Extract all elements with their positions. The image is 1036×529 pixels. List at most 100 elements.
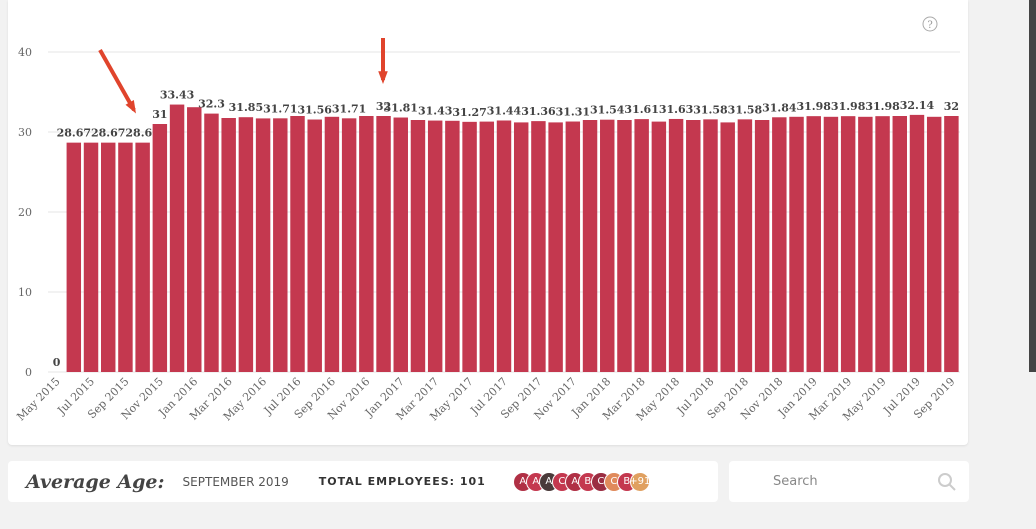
bar [565, 121, 581, 373]
help-icon[interactable] [922, 16, 938, 32]
bar [479, 121, 495, 372]
bar [617, 120, 632, 372]
bar [600, 119, 615, 373]
x-tick-label: May 2015 [14, 375, 62, 423]
chart-card: ? 0 10 20 30 40 May 2015 0 28.67 Jul 2015 28.67 Se… [8, 0, 968, 445]
y-tick-label: 10 [18, 286, 32, 299]
value-label: 31.31 [556, 106, 590, 119]
value-label: 32.3 [198, 98, 225, 111]
bar [66, 142, 82, 372]
bar [686, 120, 701, 372]
bar [359, 116, 374, 372]
bar [204, 113, 219, 372]
bar [376, 116, 391, 372]
bar [772, 117, 787, 372]
bar [892, 116, 908, 372]
bar [462, 121, 477, 372]
value-label: 31.61 [624, 103, 658, 116]
value-label: 32 [376, 100, 391, 113]
annotation-arrowhead [378, 71, 388, 84]
value-label: 31.81 [384, 102, 418, 115]
avatars: A A A C A B C C B +91 [512, 471, 650, 492]
value-label: 32 [944, 100, 959, 113]
bar [926, 116, 942, 372]
bar [909, 114, 925, 372]
bar [290, 116, 305, 372]
bar [238, 117, 254, 372]
value-label: 28.67 [57, 127, 91, 140]
help-text[interactable]: ? [927, 20, 932, 31]
bar [582, 120, 598, 372]
bar [634, 119, 649, 373]
summary-bar: Average Age: SEPTEMBER 2019 TOTAL EMPLOY… [8, 461, 718, 502]
value-label: 28.67 [125, 127, 159, 140]
bar [273, 118, 288, 372]
value-label: 31.85 [229, 101, 263, 114]
bar [754, 120, 770, 372]
bar [651, 121, 667, 372]
bar [169, 104, 185, 372]
bar [445, 120, 460, 372]
y-tick-label: 40 [18, 46, 32, 59]
value-label: 31.98 [865, 100, 900, 113]
bar [806, 116, 821, 372]
bar [720, 122, 735, 373]
bar [135, 142, 150, 372]
value-label: 31.58 [728, 103, 763, 116]
bar [324, 116, 340, 372]
bar [427, 120, 443, 372]
bar [187, 107, 202, 372]
bar [410, 120, 426, 372]
search-icon[interactable] [937, 472, 957, 492]
bar [858, 116, 873, 372]
value-label: 31.84 [762, 101, 797, 114]
y-tick-label: 0 [25, 366, 32, 379]
scrollbar[interactable] [1029, 0, 1036, 372]
value-label: 31.54 [590, 104, 625, 117]
search-placeholder[interactable]: Search [773, 474, 818, 489]
bar [100, 142, 116, 372]
value-label: 31.56 [297, 104, 332, 117]
bar [255, 118, 271, 373]
bar [307, 119, 322, 373]
bar [531, 121, 546, 373]
bar [668, 118, 684, 373]
bar [496, 120, 512, 372]
value-label: 31.63 [659, 103, 693, 116]
bar [737, 119, 753, 372]
value-label: 31.98 [797, 100, 832, 113]
search-box[interactable]: Search [729, 461, 969, 502]
bar [393, 117, 408, 373]
y-tick-label: 30 [18, 126, 32, 139]
annotation-arrow [98, 49, 136, 111]
value-label: 31.36 [521, 105, 556, 118]
value-label: 31.27 [452, 106, 486, 119]
bar [789, 116, 804, 372]
value-label: 31.71 [263, 102, 297, 115]
bar [221, 118, 236, 372]
bar [341, 118, 357, 372]
employees: TOTAL EMPLOYEES: 101 [318, 475, 486, 488]
value-label: 31.71 [332, 102, 366, 115]
bar [703, 119, 718, 372]
value-label: 31.98 [831, 100, 866, 113]
bar [840, 116, 856, 372]
bar [118, 142, 133, 372]
bar [823, 116, 839, 372]
value-label: 31.58 [693, 103, 728, 116]
value-label: 31.44 [487, 104, 522, 117]
value-label: 31 [152, 108, 167, 121]
y-tick-label: 20 [18, 206, 32, 219]
avatar[interactable]: +91 [629, 471, 650, 492]
value-label: 32.14 [900, 99, 935, 112]
annotation-arrowhead [125, 100, 136, 114]
value-label: 33.43 [160, 89, 194, 102]
period[interactable]: SEPTEMBER 2019 [182, 474, 289, 489]
bar [152, 124, 168, 372]
bar [548, 122, 563, 373]
value-label: 28.67 [91, 127, 125, 140]
title: Average Age: [26, 470, 165, 493]
bar [875, 116, 890, 372]
